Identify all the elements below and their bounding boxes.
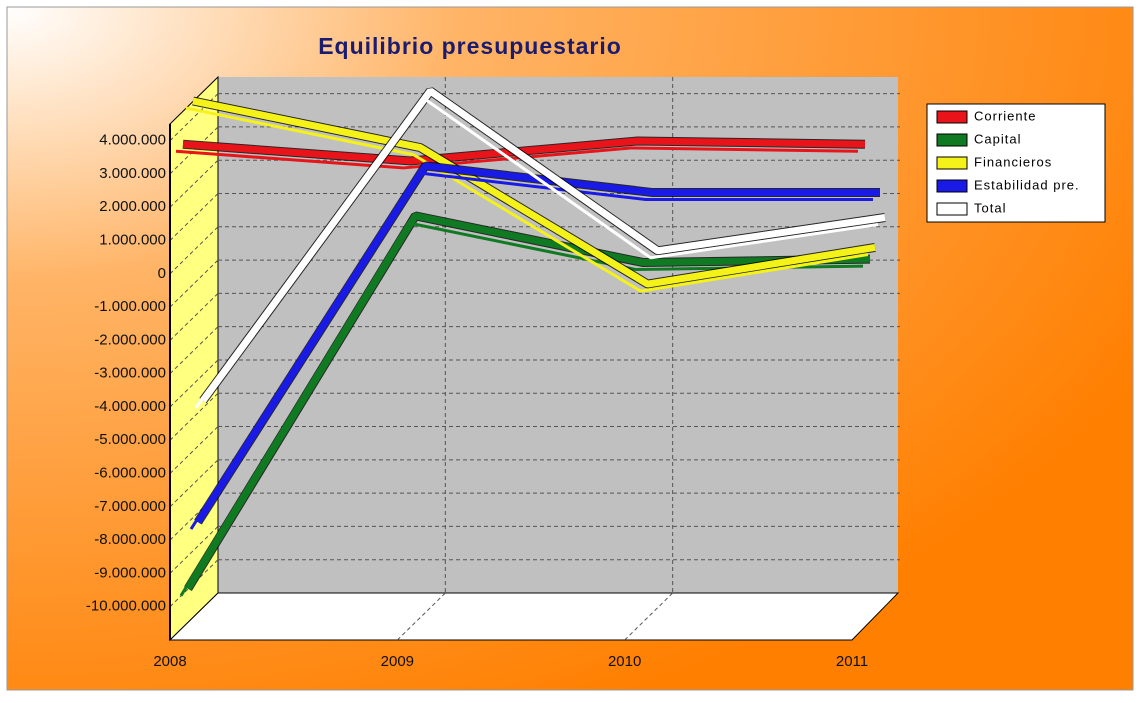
y-tick-label: -9.000.000 xyxy=(94,564,166,581)
y-tick-label: -1.000.000 xyxy=(94,298,166,315)
chart-title: Equilibrio presupuestario xyxy=(318,33,622,59)
legend-swatch xyxy=(936,156,968,170)
y-tick-label: 1.000.000 xyxy=(99,231,166,248)
legend-swatch xyxy=(936,179,968,193)
y-tick-label: 0 xyxy=(158,265,166,282)
series-line xyxy=(175,146,859,170)
x-tick-label: 2008 xyxy=(153,653,186,670)
y-tick-label: -4.000.000 xyxy=(94,398,166,415)
y-tick-label: -8.000.000 xyxy=(94,531,166,548)
x-tick-label: 2009 xyxy=(381,653,414,670)
legend-label: Total xyxy=(974,200,1006,215)
y-tick-label: -7.000.000 xyxy=(94,498,166,515)
ribbon-fill xyxy=(182,137,866,165)
ribbon-fill xyxy=(192,97,876,288)
y-tick-label: -5.000.000 xyxy=(94,431,166,448)
y-tick-label: -6.000.000 xyxy=(94,465,166,482)
x-tick-label: 2010 xyxy=(608,653,641,670)
y-tick-label: 4.000.000 xyxy=(99,132,166,149)
legend-swatch xyxy=(936,133,968,147)
y-tick-label: -10.000.000 xyxy=(86,598,166,615)
legend-label: Capital xyxy=(974,131,1021,146)
y-tick-label: 3.000.000 xyxy=(99,165,166,182)
floor xyxy=(168,592,900,641)
series-line xyxy=(185,106,869,293)
ribbon-fill xyxy=(185,212,871,591)
legend-label: Corriente xyxy=(974,108,1036,123)
y-tick-label: -2.000.000 xyxy=(94,331,166,348)
y-tick-label: 2.000.000 xyxy=(99,198,166,215)
legend-label: Estabilidad pre. xyxy=(974,177,1080,192)
legend-label: Financieros xyxy=(974,154,1052,169)
series-line xyxy=(189,171,873,530)
legend-swatch xyxy=(936,202,968,216)
series-line xyxy=(194,96,879,409)
legend-swatch xyxy=(936,110,968,124)
y-tick-label: -3.000.000 xyxy=(94,365,166,382)
x-tick-label: 2011 xyxy=(836,653,868,670)
back-wall xyxy=(218,77,898,593)
